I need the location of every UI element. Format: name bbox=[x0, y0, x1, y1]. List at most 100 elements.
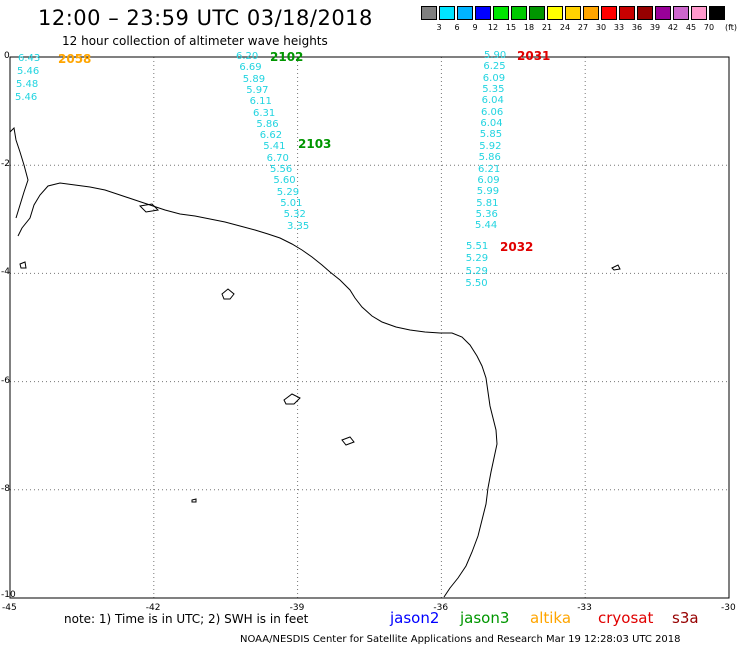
lat-label: -8 bbox=[1, 483, 10, 494]
scale-swatch bbox=[439, 6, 455, 20]
lon-label: -30 bbox=[721, 603, 736, 613]
pass-label: 2058 bbox=[58, 52, 92, 66]
legend-altika: altika bbox=[530, 609, 572, 627]
scale-tick-label: 9 bbox=[472, 23, 478, 32]
swh-value: 5.99 bbox=[476, 186, 500, 198]
lat-label: -4 bbox=[1, 267, 10, 278]
swh-value: 6.25 bbox=[483, 61, 506, 73]
scale-tick-label: 39 bbox=[649, 23, 661, 32]
swh-value: 5.60 bbox=[273, 175, 296, 187]
scale-tick-label: 18 bbox=[523, 23, 535, 32]
map-grid bbox=[10, 57, 729, 598]
swh-value: 6.06 bbox=[481, 106, 504, 118]
island-5 bbox=[611, 264, 621, 271]
lat-label: -2 bbox=[1, 159, 10, 170]
swh-value: 5.29 bbox=[465, 265, 488, 277]
swh-value: 5.85 bbox=[479, 129, 503, 141]
scale-tick-label: 6 bbox=[454, 23, 460, 32]
scale-swatch bbox=[421, 6, 437, 20]
scale-swatch bbox=[511, 6, 527, 20]
swh-value: 5.89 bbox=[242, 73, 266, 85]
scale-tick-label: 70 bbox=[703, 23, 715, 32]
coastline-north bbox=[9, 126, 29, 219]
scale-swatch bbox=[583, 6, 599, 20]
scale-tick-label: 15 bbox=[505, 23, 517, 32]
swh-value: 5.01 bbox=[280, 197, 303, 209]
scale-swatch bbox=[475, 6, 491, 20]
island-1 bbox=[221, 288, 235, 300]
swh-value: 6.09 bbox=[482, 72, 506, 84]
scale-swatch bbox=[619, 6, 635, 20]
swh-value: 5.50 bbox=[465, 277, 488, 289]
legend-jason2: jason2 bbox=[390, 609, 440, 627]
swh-value: 5.29 bbox=[276, 186, 300, 198]
lat-label: -6 bbox=[1, 375, 10, 386]
swh-value: 6.09 bbox=[477, 174, 500, 186]
lon-label: -45 bbox=[2, 603, 17, 613]
scale-tick-label: 12 bbox=[487, 23, 499, 32]
pass-label: 2103 bbox=[298, 137, 332, 151]
swh-value: 6.43 bbox=[18, 53, 41, 64]
legend-cryosat: cryosat bbox=[598, 609, 654, 627]
scale-swatch bbox=[529, 6, 545, 20]
pass-label: 2032 bbox=[500, 240, 534, 254]
swh-value: 6.20 bbox=[236, 51, 259, 62]
legend-s3a: s3a bbox=[672, 609, 699, 627]
swh-value: 6.70 bbox=[266, 152, 289, 164]
page-subtitle: 12 hour collection of altimeter wave hei… bbox=[62, 34, 328, 48]
swh-value: 5.92 bbox=[479, 140, 502, 152]
scale-swatch bbox=[637, 6, 653, 20]
swh-value: 5.86 bbox=[478, 152, 501, 164]
scale-tick-label: 42 bbox=[667, 23, 679, 32]
scale-tick-label: 3 bbox=[436, 23, 442, 32]
coastline bbox=[17, 182, 498, 598]
island-7 bbox=[19, 261, 27, 269]
scale-swatch bbox=[673, 6, 689, 20]
swh-value: 5.51 bbox=[466, 241, 489, 252]
swh-value: 6.31 bbox=[253, 107, 276, 119]
pass-label: 2102 bbox=[270, 50, 304, 64]
scale-tick-label: 30 bbox=[595, 23, 607, 32]
swh-value: 5.44 bbox=[475, 220, 498, 232]
pass-label: 2031 bbox=[517, 49, 551, 63]
island-2 bbox=[283, 393, 301, 405]
scale-tick-label: 45 bbox=[685, 23, 697, 32]
swh-value: 5.97 bbox=[246, 84, 269, 96]
lon-label: -39 bbox=[289, 603, 305, 613]
lon-label: -42 bbox=[145, 603, 161, 613]
scale-swatch bbox=[709, 6, 725, 20]
swh-value: 6.69 bbox=[239, 62, 262, 74]
swh-value: 5.48 bbox=[16, 79, 39, 90]
lat-label: 0 bbox=[4, 51, 10, 61]
swh-value: 6.11 bbox=[249, 96, 272, 108]
scale-tick-label: 24 bbox=[559, 23, 571, 32]
swh-value: 5.56 bbox=[270, 164, 293, 175]
swh-value: 5.35 bbox=[482, 84, 505, 96]
swh-value: 6.04 bbox=[480, 118, 503, 130]
swh-value: 6.21 bbox=[478, 163, 501, 175]
lat-label: -10 bbox=[1, 590, 16, 600]
scale-swatch bbox=[565, 6, 581, 20]
footer-note: note: 1) Time is in UTC; 2) SWH is in fe… bbox=[64, 612, 309, 626]
map-frame bbox=[9, 56, 730, 599]
swh-value: 5.29 bbox=[465, 253, 489, 265]
swh-value: 5.86 bbox=[256, 118, 279, 130]
swh-value: 5.90 bbox=[484, 50, 507, 61]
page-title: 12:00 – 23:59 UTC 03/18/2018 bbox=[38, 6, 373, 30]
scale-unit: (ft) bbox=[724, 23, 738, 32]
swh-value: 5.32 bbox=[283, 209, 306, 221]
swh-value: 6.62 bbox=[259, 130, 283, 142]
swh-value: 5.46 bbox=[15, 92, 38, 103]
scale-swatch bbox=[457, 6, 473, 20]
credit-line: NOAA/NESDIS Center for Satellite Applica… bbox=[240, 634, 681, 645]
scale-swatch bbox=[655, 6, 671, 20]
island-4 bbox=[138, 203, 160, 213]
swh-value: 5.36 bbox=[475, 208, 498, 220]
scale-tick-label: 36 bbox=[631, 23, 643, 32]
lon-label: -36 bbox=[433, 603, 449, 613]
swh-value: 6.04 bbox=[481, 95, 504, 107]
swh-value: 5.41 bbox=[263, 141, 286, 153]
scale-tick-label: 21 bbox=[541, 23, 553, 32]
swh-value: 3.35 bbox=[287, 220, 310, 232]
